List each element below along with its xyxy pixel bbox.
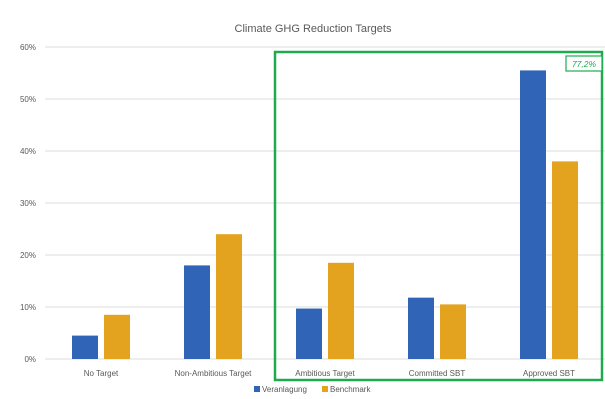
bar-series1 [408,297,434,359]
legend-label: Benchmark [330,385,371,394]
bar-series1 [72,335,98,359]
highlight-frame [273,50,604,382]
bar-series2 [328,262,354,359]
bar-series2 [104,314,130,359]
highlight-label-box [565,55,603,72]
y-tick-label: 0% [24,355,36,364]
legend-swatch [254,386,260,392]
legend-swatch [322,386,328,392]
gridlines [45,46,605,360]
x-category-label: Ambitious Target [295,369,355,378]
bar-series2 [440,304,466,359]
y-tick-label: 10% [20,303,36,312]
bar-series1 [184,265,210,359]
x-category-label: Non-Ambitious Target [175,369,253,378]
y-axis: 0% 10% 20% 30% 40% 50% 60% [20,43,36,364]
bar-series1 [520,70,546,360]
bar-series2 [216,234,242,359]
highlight-box: 77,2% [273,50,604,382]
legend-label: Veranlagung [262,385,307,394]
y-tick-label: 50% [20,95,36,104]
x-category-label: Approved SBT [523,369,575,378]
y-tick-label: 60% [20,43,36,52]
x-category-label: No Target [84,369,119,378]
x-axis: No Target Non-Ambitious Target Ambitious T… [84,369,575,378]
highlight-label: 77,2% [572,59,597,69]
x-category-label: Committed SBT [409,369,466,378]
y-tick-label: 40% [20,147,36,156]
bar-series1 [296,308,322,359]
bars [72,70,578,360]
legend: Veranlagung Benchmark [254,385,371,394]
bar-series2 [552,161,578,359]
y-tick-label: 30% [20,199,36,208]
y-tick-label: 20% [20,251,36,260]
chart-title: Climate GHG Reduction Targets [235,23,392,35]
